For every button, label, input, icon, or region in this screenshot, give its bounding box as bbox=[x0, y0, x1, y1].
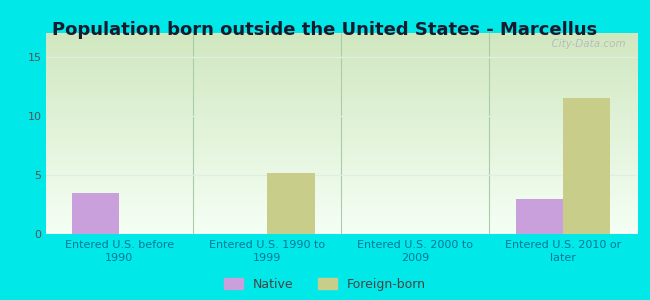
Bar bbox=[267, 172, 315, 234]
Text: Population born outside the United States - Marcellus: Population born outside the United State… bbox=[53, 21, 597, 39]
Bar bbox=[515, 199, 563, 234]
Bar bbox=[72, 193, 120, 234]
Text: City-Data.com: City-Data.com bbox=[545, 39, 625, 49]
Bar bbox=[563, 98, 610, 234]
Legend: Native, Foreign-born: Native, Foreign-born bbox=[224, 278, 426, 291]
